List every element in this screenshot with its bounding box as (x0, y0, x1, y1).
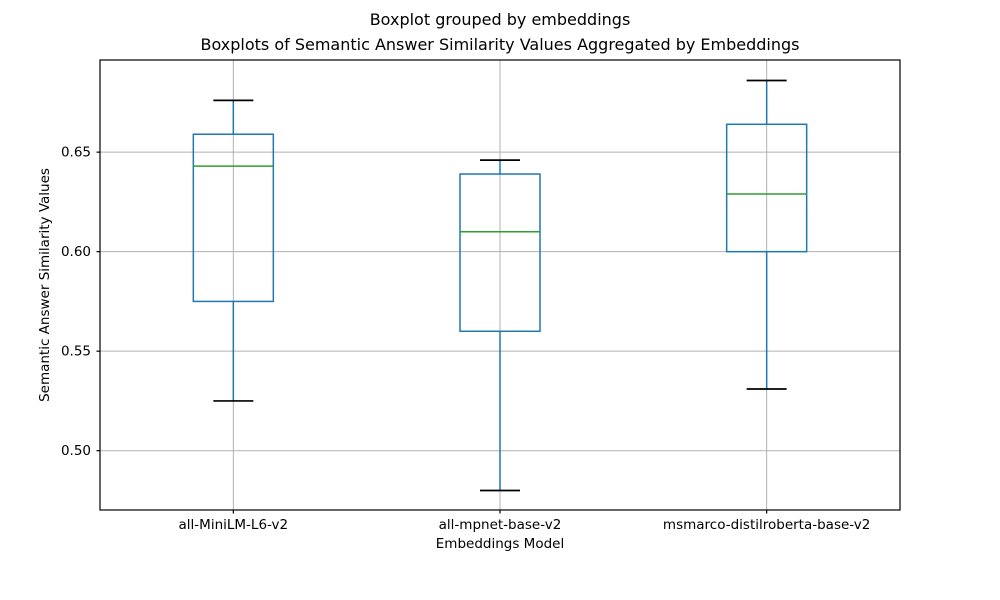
box-all-MiniLM-L6-v2 (192, 133, 275, 303)
y-tick-label: 0.50 (61, 443, 91, 459)
figure-suptitle: Boxplot grouped by embeddings (369, 10, 631, 29)
x-tick-label: all-mpnet-base-v2 (439, 517, 562, 533)
x-tick-label: msmarco-distilroberta-base-v2 (663, 517, 870, 533)
box-msmarco-distilroberta-base-v2 (725, 123, 808, 253)
box-all-mpnet-base-v2 (459, 173, 541, 333)
y-tick-label: 0.55 (61, 344, 91, 360)
axes-title: Boxplots of Semantic Answer Similarity V… (200, 35, 800, 54)
y-tick-label: 0.65 (61, 145, 91, 161)
x-axis-label: Embeddings Model (435, 536, 565, 552)
y-tick-label: 0.60 (61, 244, 91, 260)
x-tick-label: all-MiniLM-L6-v2 (179, 517, 289, 533)
